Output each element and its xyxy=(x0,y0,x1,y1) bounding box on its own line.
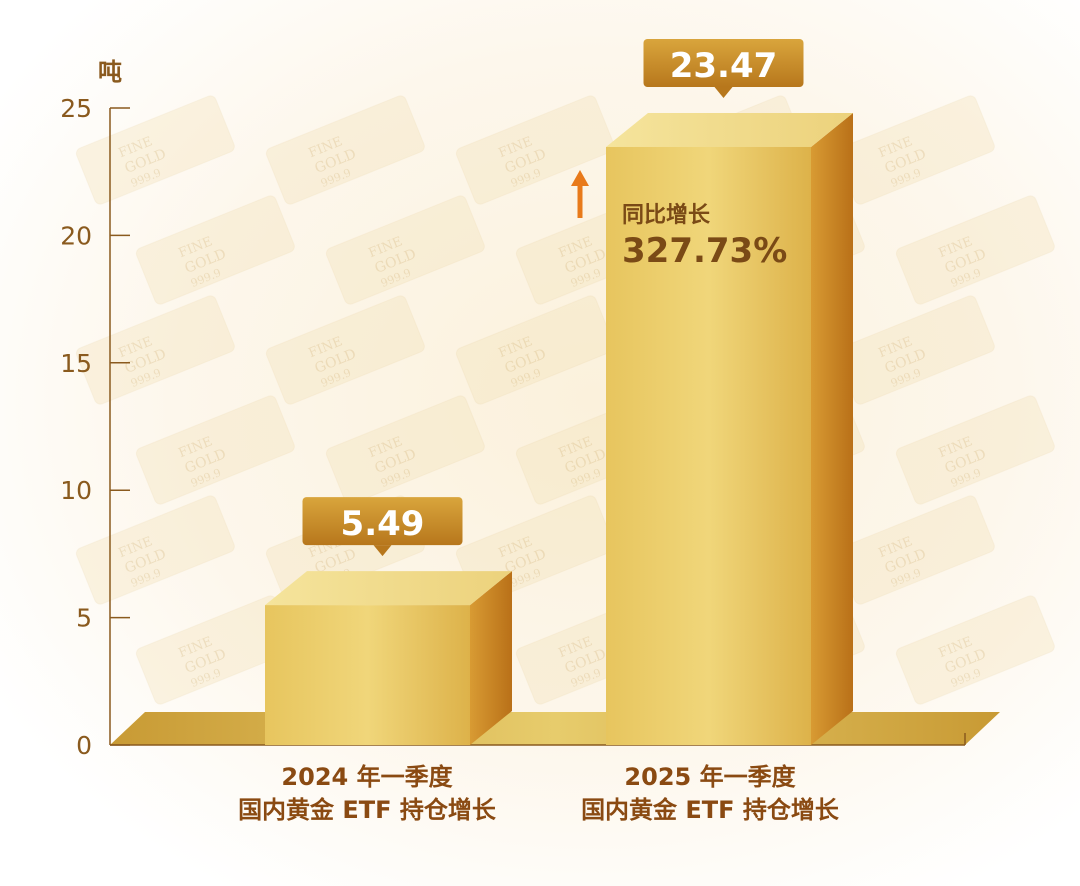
gold-ingot-outline xyxy=(135,195,295,305)
y-axis-unit: 吨 xyxy=(98,58,122,86)
value-label-1: 5.49 xyxy=(302,497,463,557)
gold-ingot-outline xyxy=(455,95,615,205)
value-label-box xyxy=(643,38,804,87)
bar-top-face xyxy=(606,112,853,147)
y-tick-label: 25 xyxy=(60,94,92,123)
gold-ingot-outline xyxy=(895,195,1055,305)
growth-title: 同比增长 xyxy=(622,202,711,228)
gold-ingot-outline xyxy=(75,95,235,205)
gold-ingot-outline xyxy=(325,395,485,505)
gold-ingot-outline xyxy=(75,495,235,605)
gold-ingot-outline xyxy=(265,295,425,405)
category-2-line1: 2025 年一季度 xyxy=(624,763,796,791)
y-tick-label: 15 xyxy=(60,349,92,378)
x-axis-category-labels: 2024 年一季度 国内黄金 ETF 持仓增长 2025 年一季度 国内黄金 E… xyxy=(238,763,840,824)
growth-annotation: 同比增长 327.73% xyxy=(571,170,787,271)
category-1-line1: 2024 年一季度 xyxy=(281,763,453,791)
value-label-2: 23.47 xyxy=(643,38,804,98)
y-tick-label: 5 xyxy=(76,604,92,633)
y-tick-label: 10 xyxy=(60,476,92,505)
category-1-line2: 国内黄金 ETF 持仓增长 xyxy=(238,796,497,824)
gold-ingot-outline xyxy=(75,295,235,405)
bar-2 xyxy=(606,112,853,746)
value-labels-group: 5.49 23.47 xyxy=(302,38,804,557)
gold-ingot-outline xyxy=(895,595,1055,705)
gold-ingot-outline xyxy=(265,95,425,205)
value-label-pointer xyxy=(373,545,392,557)
value-label-pointer xyxy=(714,86,733,98)
bar-top-face xyxy=(265,571,512,606)
gold-ingot-outline xyxy=(455,295,615,405)
gold-ingot-outline xyxy=(895,395,1055,505)
bar-front-face xyxy=(265,605,470,745)
category-2-line2: 国内黄金 ETF 持仓增长 xyxy=(581,796,840,824)
growth-arrow-head-icon xyxy=(571,170,589,186)
gold-ingot-outline xyxy=(325,195,485,305)
bar-side-face xyxy=(470,571,512,745)
y-axis-ticks: 0 5 10 15 20 25 xyxy=(60,94,130,760)
gold-ingot-outline xyxy=(135,395,295,505)
bar-side-face xyxy=(811,112,853,746)
bar-1 xyxy=(265,571,512,745)
bars-group xyxy=(265,112,853,746)
chart-floor xyxy=(110,712,1000,745)
value-label-text: 5.49 xyxy=(341,504,425,544)
bar-front-face xyxy=(606,146,811,746)
value-label-box xyxy=(302,497,463,546)
y-tick-label: 20 xyxy=(60,221,92,250)
y-tick-label: 0 xyxy=(76,731,92,760)
value-label-text: 23.47 xyxy=(670,46,778,86)
growth-value: 327.73% xyxy=(622,231,787,271)
